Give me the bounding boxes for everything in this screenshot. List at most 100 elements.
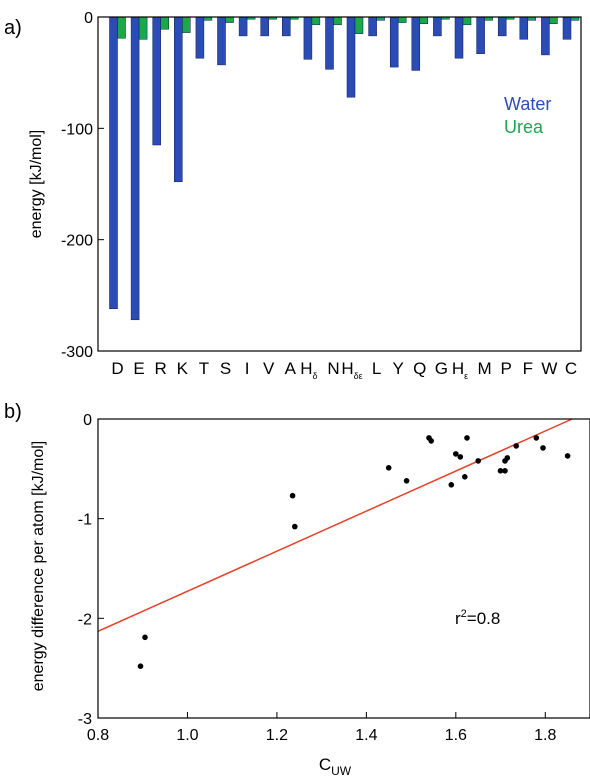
r2-value: =0.8 [467, 609, 501, 628]
data-point-2 [289, 492, 296, 499]
bar-water-10 [325, 16, 334, 70]
category-label-subscript: ε [464, 371, 468, 381]
data-point-7 [428, 438, 435, 444]
y-axis-label-a: energy [kJ/mol] [28, 130, 45, 238]
category-label: N [327, 359, 339, 378]
x-axis-label-main: C [319, 755, 331, 774]
data-point-14 [497, 468, 504, 474]
category-label: E [133, 359, 144, 378]
data-point-4 [385, 465, 392, 471]
bar-urea-0 [117, 16, 126, 39]
bar-urea-20 [549, 16, 558, 24]
bar-water-9 [303, 16, 313, 60]
bar-water-2 [152, 16, 161, 146]
category-label-main: Q [413, 359, 426, 378]
category-label-main: V [263, 359, 275, 378]
y-tick-label-b: 0 [83, 412, 92, 429]
category-label-main: H [452, 359, 464, 378]
data-point-12 [464, 435, 470, 441]
category-label-main: G [435, 359, 448, 378]
y-tick-label-b: -2 [78, 611, 92, 628]
scatter-points [137, 435, 571, 669]
category-label-main: I [245, 359, 250, 378]
category-label: Q [413, 359, 426, 378]
data-point-5 [403, 478, 410, 484]
category-label: K [177, 359, 189, 378]
data-point-11 [462, 474, 468, 480]
x-tick-label-b: 0.8 [87, 727, 109, 744]
bar-urea-14 [419, 16, 429, 24]
data-point-13 [475, 458, 482, 464]
x-tick-label-b: 1.8 [534, 727, 556, 744]
category-label: C [565, 359, 577, 378]
bar-water-20 [541, 16, 550, 56]
category-label-subscript: δ [313, 371, 318, 381]
bar-water-12 [368, 16, 377, 37]
category-label-main: M [478, 359, 492, 378]
y-tick-label-a: 0 [84, 10, 93, 27]
bar-urea-13 [397, 16, 407, 23]
bar-water-17 [476, 16, 485, 54]
y-axis-label-b: energy difference per atom [kJ/mol] [30, 441, 47, 692]
bar-water-0 [109, 16, 118, 309]
r-squared-annotation: r2=0.8 [455, 608, 500, 628]
category-label: F [523, 359, 533, 378]
data-point-1 [142, 634, 148, 641]
bar-water-21 [562, 16, 572, 40]
category-label-main: K [177, 359, 189, 378]
category-label-subscript: δε [354, 371, 363, 381]
bar-urea-16 [462, 16, 472, 26]
regression-line [97, 418, 573, 632]
category-label-main: S [220, 359, 231, 378]
bar-water-8 [282, 16, 291, 37]
category-label-main: Y [393, 359, 404, 378]
category-label-main: A [285, 359, 297, 378]
category-label-main: P [501, 359, 512, 378]
category-label: W [541, 359, 557, 378]
bar-urea-5 [225, 16, 234, 23]
category-label-main: R [155, 359, 167, 378]
category-label: R [155, 359, 167, 378]
data-point-21 [564, 453, 571, 459]
category-label-main: C [565, 359, 577, 378]
category-label: D [111, 359, 123, 378]
plot-frame-a [97, 16, 582, 352]
category-label: Y [393, 359, 404, 378]
category-label: A [285, 359, 297, 378]
legend-urea: Urea [504, 117, 544, 137]
data-point-15 [502, 468, 508, 474]
y-axis-ticks-b: 0 -1 -2 -3 [78, 412, 104, 728]
x-axis-label-b: CUW [319, 755, 352, 778]
category-label-main: T [199, 359, 209, 378]
x-tick-label-b: 1.2 [266, 727, 288, 744]
bar-urea-11 [354, 16, 364, 34]
category-label-main: F [523, 359, 533, 378]
panel-b-label: b) [4, 401, 22, 423]
bar-water-15 [433, 16, 442, 37]
category-label-main: D [111, 359, 123, 378]
bar-urea-3 [182, 16, 191, 33]
data-point-20 [540, 445, 546, 451]
data-point-18 [513, 443, 519, 449]
x-tick-label-b: 1.6 [445, 727, 467, 744]
category-label-main: W [541, 359, 557, 378]
category-label: V [263, 359, 275, 378]
category-label-main: L [372, 359, 381, 378]
category-label: Hδ [300, 359, 317, 381]
y-tick-label-a: -300 [61, 344, 93, 361]
bar-water-18 [497, 16, 507, 37]
bar-water-14 [411, 16, 421, 71]
x-tick-label-b: 1.4 [355, 727, 377, 744]
bar-water-11 [346, 16, 356, 98]
category-label: T [199, 359, 209, 378]
x-axis-ticks-b: 0.8 1.0 1.2 1.4 1.6 1.8 [87, 712, 556, 744]
data-point-3 [292, 523, 298, 530]
bar-water-7 [260, 16, 269, 37]
y-tick-label-b: -3 [78, 711, 92, 728]
category-label-main: N [327, 359, 339, 378]
panel-b-scatter-plot: b) 0 -1 -2 -3 0.8 1.0 1.2 1.4 1.6 1.8 energy dif… [4, 401, 590, 778]
y-tick-label-a: -200 [61, 233, 93, 250]
legend-water: Water [504, 94, 551, 114]
data-point-0 [137, 663, 144, 669]
